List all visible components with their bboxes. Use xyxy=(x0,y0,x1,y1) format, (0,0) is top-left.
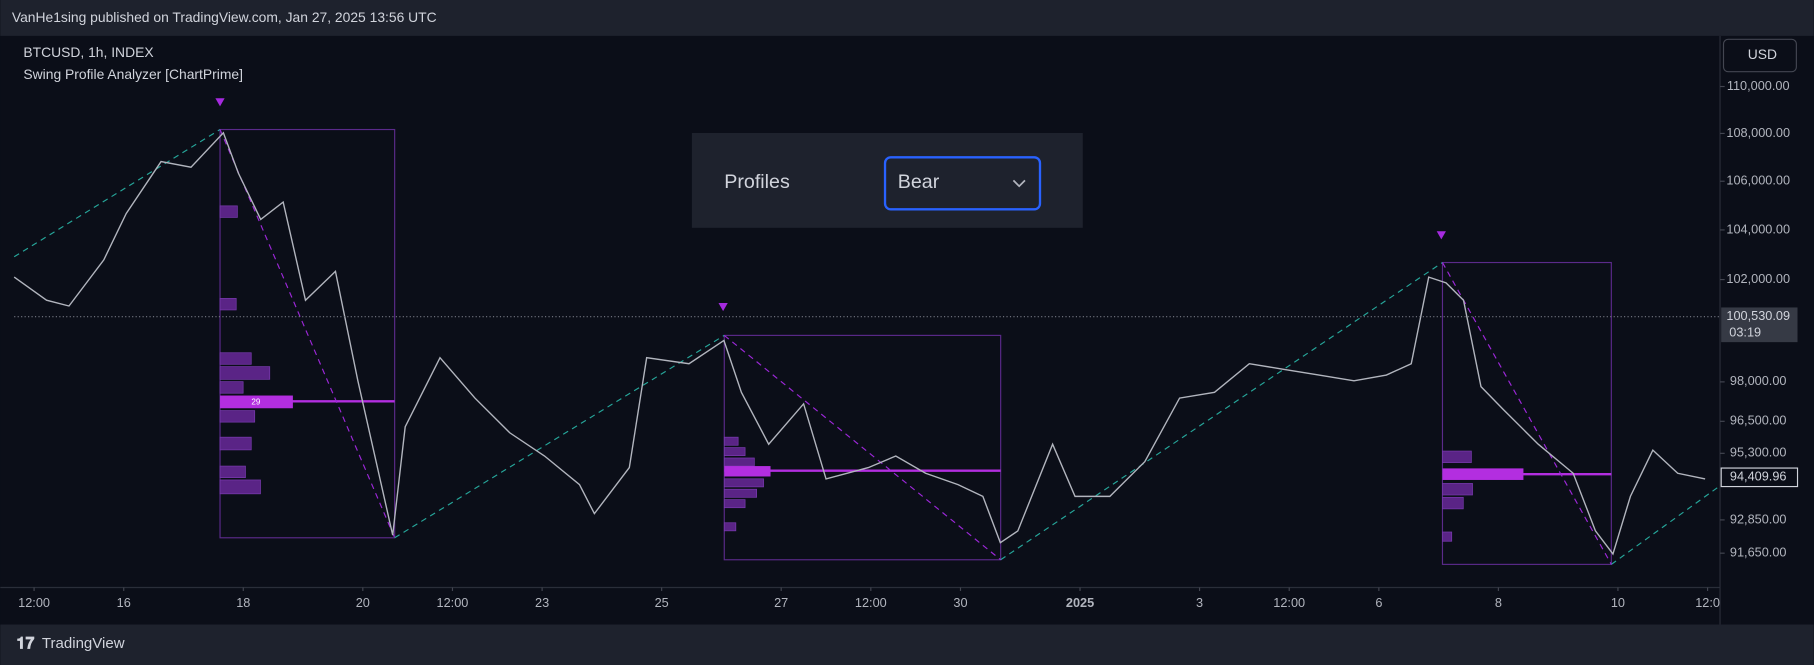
x-tick-label: 12:00 xyxy=(1273,595,1305,610)
x-tick-label: 18 xyxy=(236,595,250,610)
y-tick-label: 104,000.00 xyxy=(1726,221,1790,236)
x-tick-label: 12:00 xyxy=(437,595,469,610)
poc-label: 29 xyxy=(251,398,260,407)
plot: 110,000.00 108,000.00 106,000.00 104,000.00… xyxy=(13,78,1790,610)
x-tick-label: 25 xyxy=(655,595,669,610)
brand: TradingView xyxy=(42,635,125,652)
x-tick-label: 27 xyxy=(774,595,788,610)
x-tick-label: 16 xyxy=(117,595,131,610)
logo-mark: 𝟏𝟕 xyxy=(16,634,34,652)
x-tick-label: 2025 xyxy=(1066,595,1094,610)
y-tick-label: 98,000.00 xyxy=(1730,373,1787,388)
x-tick-label: 12:00 xyxy=(855,595,887,610)
x-tick-label: 20 xyxy=(356,595,370,610)
x-tick-label: 12:0 xyxy=(1695,595,1720,610)
x-tick-label: 10 xyxy=(1611,595,1625,610)
y-tick-label: 96,500.00 xyxy=(1730,413,1787,428)
profile-box xyxy=(1441,261,1612,565)
y-tick-label: 91,650.00 xyxy=(1730,545,1787,560)
last-price-box xyxy=(1721,307,1798,343)
published: VanHe1sing published on TradingView.com,… xyxy=(12,9,437,25)
indicator-name: Swing Profile Analyzer [ChartPrime] xyxy=(23,66,243,82)
profile-bars xyxy=(219,205,1473,542)
profile-box xyxy=(219,128,396,539)
footer-bar xyxy=(0,624,1814,665)
y-tick-label: 106,000.00 xyxy=(1726,173,1790,188)
y-tick-label: 110,000.00 xyxy=(1727,78,1790,93)
swing-lines xyxy=(13,129,1721,565)
x-tick-label: 8 xyxy=(1495,595,1502,610)
y-tick-label: 102,000.00 xyxy=(1726,271,1790,286)
profile-select[interactable] xyxy=(883,156,1042,211)
x-tick-label: 6 xyxy=(1375,595,1382,610)
selected-option: Bear xyxy=(898,171,940,193)
x-tick-label: 3 xyxy=(1196,595,1203,610)
marker-price-label: 94,409.96 xyxy=(1730,469,1787,484)
countdown: 03:19 xyxy=(1729,324,1761,339)
chart-title: BTCUSD, 1h, INDEX xyxy=(23,44,153,60)
swing-profiles: 29 xyxy=(13,98,1721,565)
settings-label: Profiles xyxy=(724,171,790,193)
x-tick-label: 23 xyxy=(535,595,549,610)
y-tick-label: 108,000.00 xyxy=(1726,125,1790,140)
x-tick-label: 30 xyxy=(953,595,967,610)
price-line xyxy=(13,131,1706,556)
y-tick-label: 95,300.00 xyxy=(1730,445,1787,460)
header-bar xyxy=(0,0,1814,36)
last-price-label: 100,530.09 xyxy=(1726,308,1790,323)
marker-price-box xyxy=(1720,467,1799,488)
swing-markers xyxy=(215,98,1446,312)
currency-button[interactable] xyxy=(1722,38,1797,73)
y-tick-label: 92,850.00 xyxy=(1730,511,1787,526)
x-tick-label: 12:00 xyxy=(18,595,50,610)
chevron xyxy=(1012,179,1026,188)
currency: USD xyxy=(1748,46,1777,62)
